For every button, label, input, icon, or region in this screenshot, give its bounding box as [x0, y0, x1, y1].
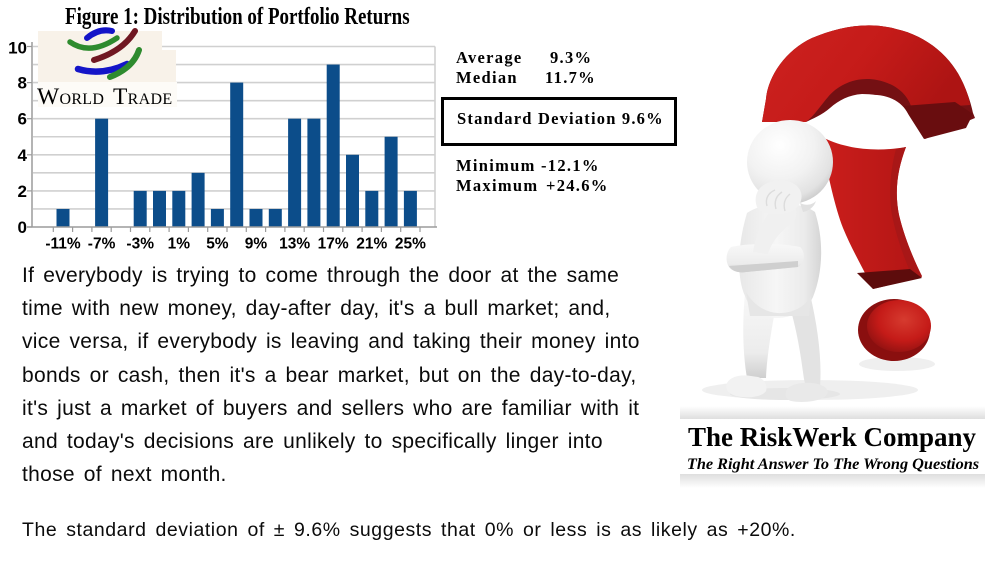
svg-text:17%: 17%: [318, 236, 349, 253]
svg-text:6: 6: [18, 110, 27, 129]
svg-text:9%: 9%: [245, 236, 268, 253]
svg-text:25%: 25%: [395, 236, 426, 253]
svg-text:The RiskWerk Company: The RiskWerk Company: [688, 422, 977, 452]
svg-text:-7%: -7%: [88, 236, 116, 253]
svg-text:4: 4: [18, 146, 28, 165]
svg-text:2: 2: [18, 182, 27, 201]
svg-text:21%: 21%: [356, 236, 387, 253]
svg-text:8: 8: [18, 74, 27, 93]
svg-text:-3%: -3%: [126, 236, 154, 253]
svg-text:The Right Answer To The Wrong: The Right Answer To The Wrong Questions: [687, 454, 979, 473]
svg-text:-11%: -11%: [45, 236, 81, 253]
svg-text:13%: 13%: [279, 236, 310, 253]
svg-text:5%: 5%: [206, 236, 229, 253]
svg-text:1%: 1%: [168, 236, 191, 253]
svg-text:10: 10: [8, 39, 27, 58]
svg-text:0: 0: [18, 218, 27, 237]
